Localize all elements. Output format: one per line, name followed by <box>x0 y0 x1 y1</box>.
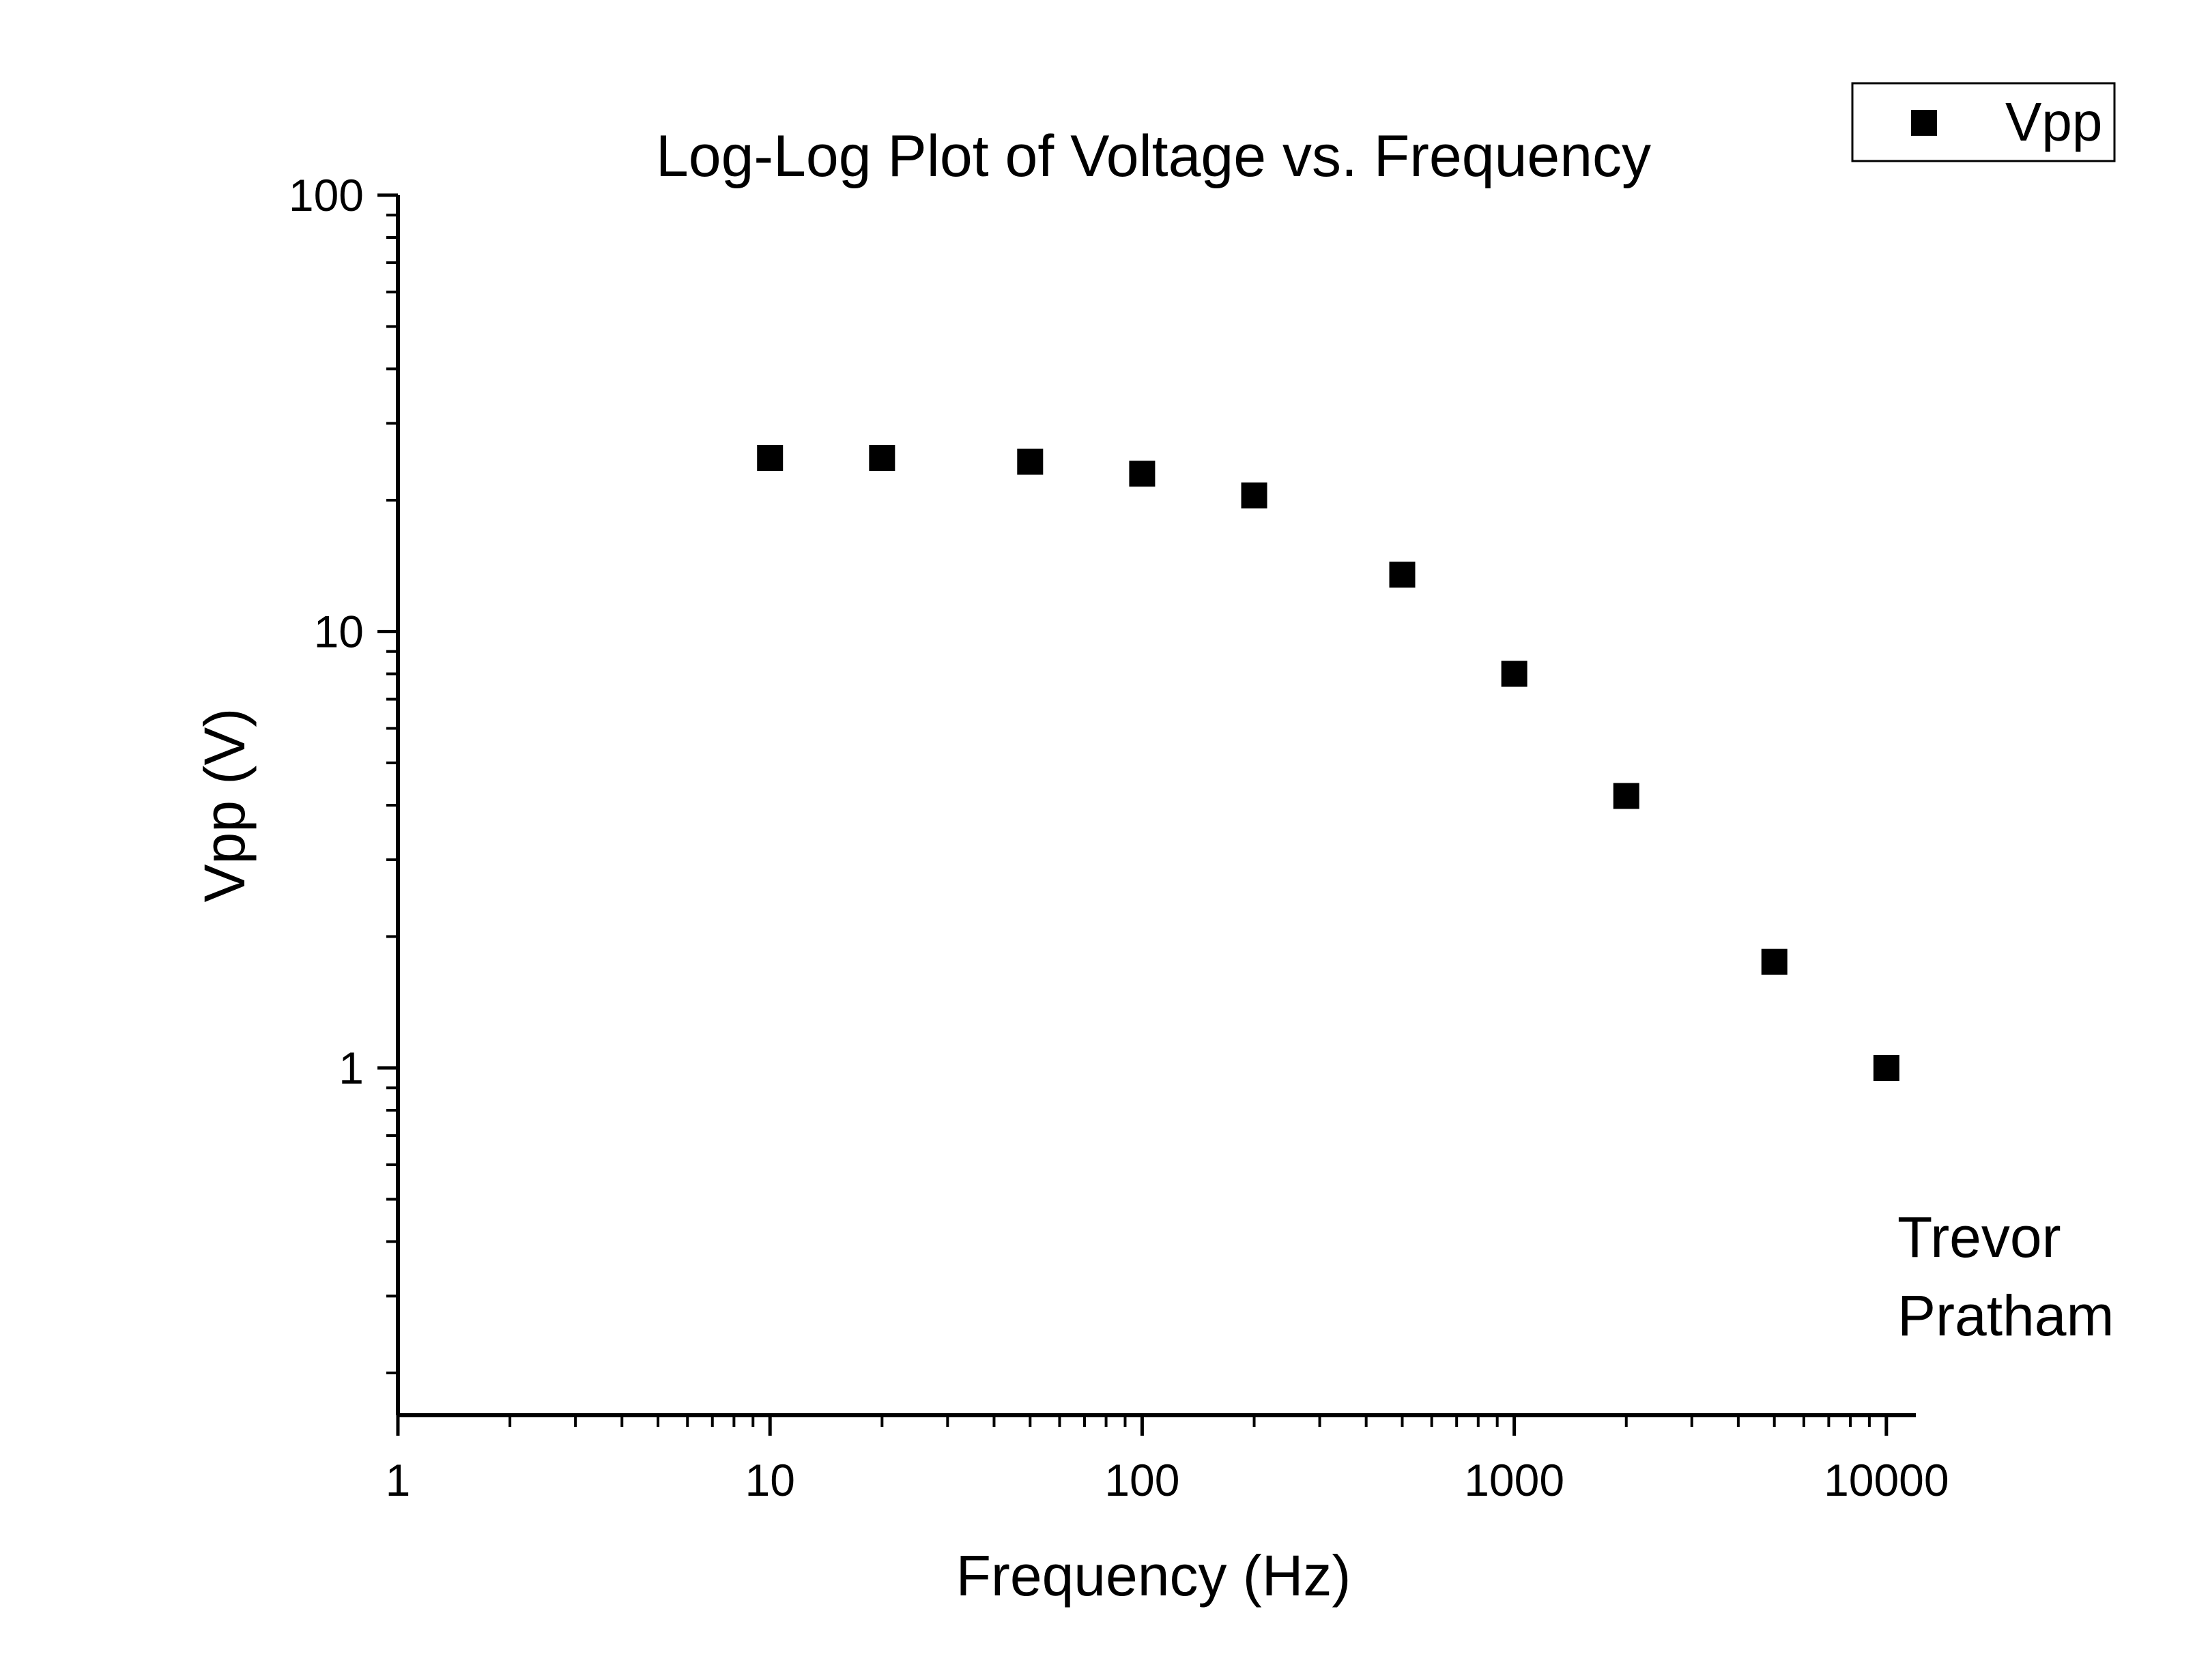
y-tick-label: 1 <box>339 1043 364 1093</box>
author-note-line-1: Trevor <box>1897 1205 2061 1269</box>
x-tick-label: 100 <box>1104 1455 1179 1505</box>
author-note: Trevor Pratham <box>1897 1205 2114 1348</box>
data-point <box>869 445 895 472</box>
x-tick-label: 10000 <box>1824 1455 1949 1505</box>
data-point <box>1873 1055 1899 1082</box>
legend: Vpp <box>1851 82 2116 162</box>
author-note-line-2: Pratham <box>1897 1284 2114 1348</box>
y-tick-label: 10 <box>314 607 364 657</box>
data-point <box>1501 661 1527 687</box>
chart-title: Log-Log Plot of Voltage vs. Frequency <box>656 124 1651 189</box>
data-point <box>1389 562 1416 588</box>
axes: 1 10 100 1000 10000 1 10 100 <box>289 170 1949 1505</box>
x-tick-label: 1 <box>386 1455 411 1505</box>
data-point <box>1613 783 1639 809</box>
x-tick-label: 1000 <box>1464 1455 1564 1505</box>
legend-label-vpp: Vpp <box>2005 91 2102 152</box>
data-point <box>1017 448 1044 475</box>
x-axis-title: Frequency (Hz) <box>956 1544 1351 1608</box>
legend-box <box>1851 82 2116 162</box>
data-series-vpp <box>757 445 1899 1082</box>
legend-marker-vpp <box>1911 110 1937 136</box>
data-point <box>757 445 784 472</box>
data-point <box>1129 461 1156 487</box>
data-point <box>1761 948 1788 975</box>
y-axis-title: Vpp (V) <box>192 708 257 903</box>
x-tick-label: 10 <box>745 1455 794 1505</box>
data-point <box>1241 482 1267 509</box>
y-tick-label: 100 <box>289 170 364 220</box>
